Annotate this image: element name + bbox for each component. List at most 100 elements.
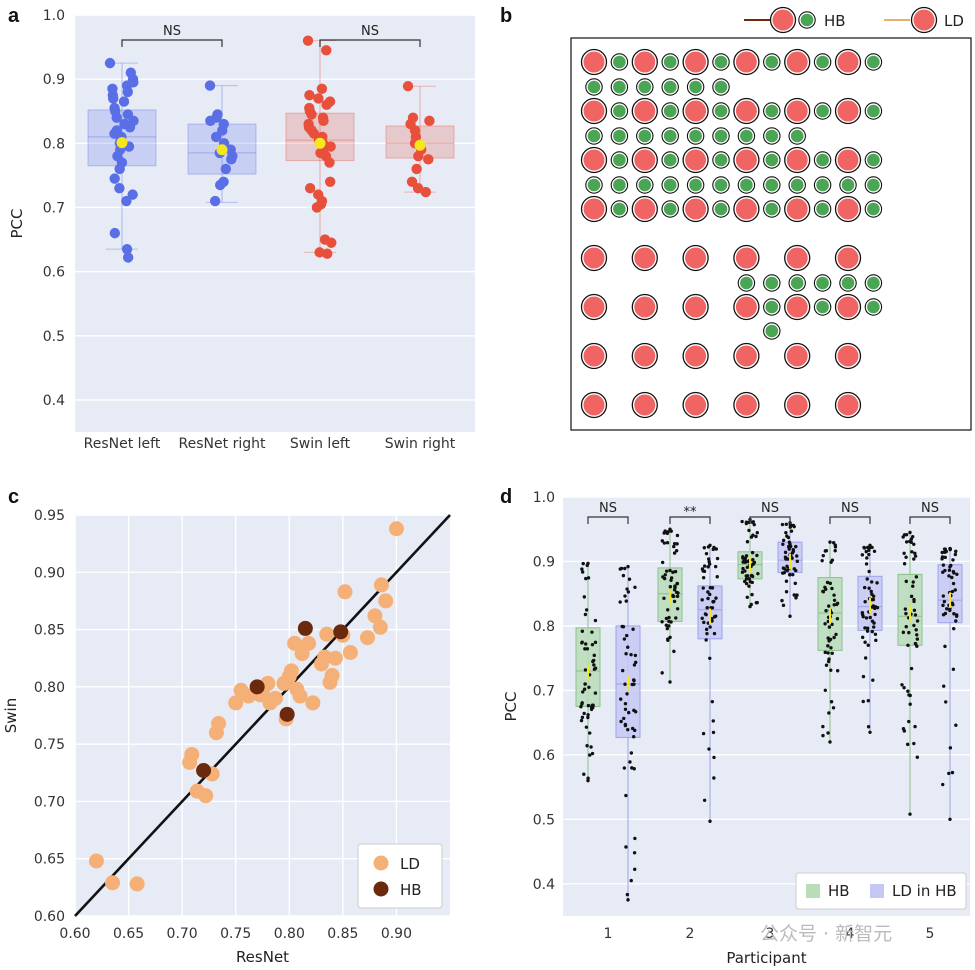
c-xlabel: ResNet xyxy=(236,948,289,966)
d-point xyxy=(623,682,627,686)
b-electrode-hb xyxy=(613,80,626,94)
b-electrode-ld xyxy=(772,9,794,31)
d-point xyxy=(914,628,918,632)
d-point xyxy=(740,519,744,524)
d-point xyxy=(909,540,913,544)
b-electrode-ld xyxy=(685,51,707,73)
c-point-ld xyxy=(198,788,214,804)
d-ytick-label: 0.4 xyxy=(533,877,555,893)
b-electrode-hb xyxy=(816,178,829,192)
d-point xyxy=(744,554,749,558)
d-point xyxy=(864,549,868,554)
b-electrode-hb xyxy=(816,300,829,314)
d-point xyxy=(908,530,912,535)
b-electrode-ld xyxy=(685,296,707,318)
d-point xyxy=(785,564,789,568)
b-electrode-ld xyxy=(837,100,859,122)
a-point xyxy=(324,157,335,168)
d-point xyxy=(581,561,585,566)
panel-b-electrode-layout: HB LD xyxy=(570,6,972,431)
d-point xyxy=(707,747,711,751)
b-electrode-ld xyxy=(583,247,605,269)
d-point xyxy=(901,535,905,539)
d-point xyxy=(585,744,589,748)
d-point xyxy=(744,581,749,586)
d-point xyxy=(820,558,824,563)
d-point xyxy=(831,706,836,710)
d-point xyxy=(825,580,830,585)
a-point xyxy=(226,154,237,165)
d-point xyxy=(705,606,709,610)
d-point xyxy=(592,653,596,658)
d-point xyxy=(828,581,832,586)
b-electrode-hb xyxy=(867,276,880,290)
b-electrode-hb xyxy=(663,104,677,118)
b-electrode-ld xyxy=(837,198,859,220)
d-point xyxy=(632,663,637,667)
d-point xyxy=(583,612,588,617)
d-point xyxy=(794,596,798,600)
b-electrode-hb xyxy=(638,178,652,192)
d-point xyxy=(832,635,836,640)
c-point-ld xyxy=(105,875,120,891)
c-point-ld xyxy=(129,876,145,892)
b-electrode-ld xyxy=(735,149,757,171)
d-point xyxy=(629,751,634,755)
b-legend-ld-label: LD xyxy=(944,12,964,30)
d-point xyxy=(625,892,630,897)
c-xtick-label: 0.65 xyxy=(113,926,144,942)
b-electrode-hb xyxy=(714,153,728,167)
d-point xyxy=(912,623,916,628)
a-point xyxy=(209,195,221,207)
d-point xyxy=(950,575,954,580)
d-point xyxy=(901,630,906,635)
d-point xyxy=(624,599,628,603)
d-point xyxy=(660,539,665,543)
d-point xyxy=(862,585,867,590)
d-point xyxy=(941,782,945,787)
d-point xyxy=(626,590,631,594)
a-point xyxy=(220,163,232,175)
a-point xyxy=(321,99,332,111)
d-point xyxy=(745,595,749,599)
c-point-ld xyxy=(305,695,321,711)
c-ytick-label: 0.70 xyxy=(34,794,65,810)
d-point xyxy=(583,682,587,686)
d-point xyxy=(623,594,627,598)
d-point xyxy=(795,559,800,564)
d-point xyxy=(909,537,914,541)
b-electrode-hb xyxy=(613,104,626,118)
d-point xyxy=(589,705,594,709)
a-ytick-label: 0.9 xyxy=(43,72,65,88)
d-point xyxy=(754,601,759,605)
c-point-ld xyxy=(228,695,244,711)
d-point xyxy=(627,710,631,715)
d-point xyxy=(627,577,632,581)
d-point xyxy=(592,667,597,671)
d-point xyxy=(781,542,785,546)
d-point xyxy=(829,668,833,672)
d-point xyxy=(580,640,584,644)
a-point xyxy=(109,173,120,184)
d-ytick-label: 0.7 xyxy=(533,683,555,699)
a-point xyxy=(108,93,119,104)
d-point xyxy=(580,629,585,633)
d-point xyxy=(584,608,589,612)
d-point xyxy=(947,574,951,578)
b-electrode-hb xyxy=(867,104,880,118)
a-point xyxy=(423,154,434,165)
d-point xyxy=(586,715,590,720)
d-point xyxy=(700,616,704,620)
d-point xyxy=(632,678,636,682)
d-point xyxy=(941,603,945,608)
d-point xyxy=(623,701,628,706)
a-point xyxy=(127,189,138,200)
a-sig-label: NS xyxy=(361,24,379,39)
d-point xyxy=(583,647,587,651)
c-point-ld xyxy=(360,630,375,646)
d-point xyxy=(794,568,798,573)
d-point xyxy=(941,563,946,567)
b-electrode-hb xyxy=(841,178,855,192)
d-point xyxy=(865,626,870,630)
a-point xyxy=(114,163,125,175)
